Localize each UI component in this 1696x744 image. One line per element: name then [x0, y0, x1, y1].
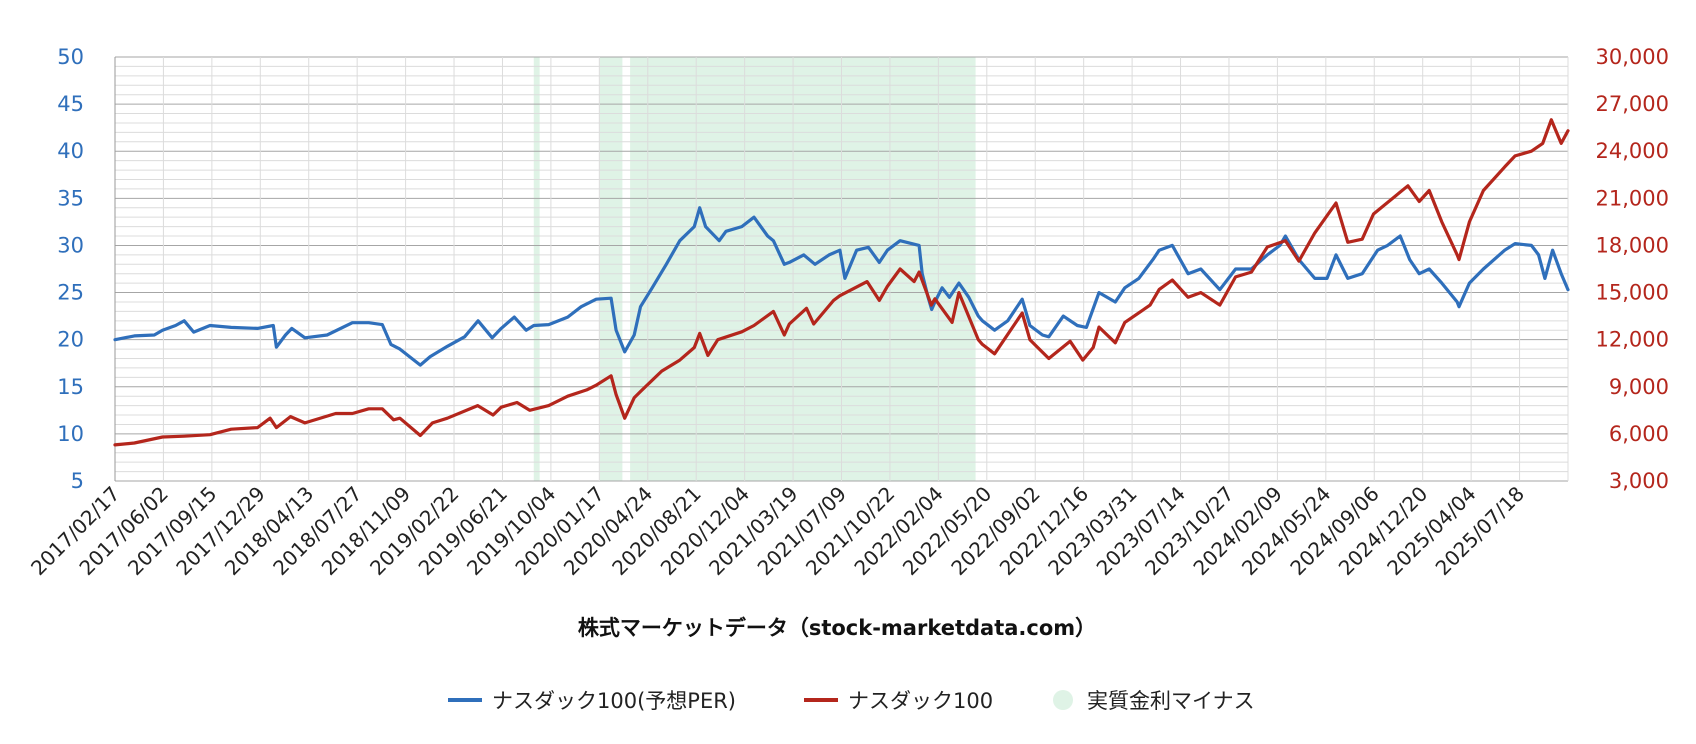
y-right-tick-label: 6,000 — [1609, 422, 1669, 446]
series-line-index — [113, 118, 1570, 447]
y-left-tick-label: 5 — [71, 469, 84, 493]
y-right-tick-label: 24,000 — [1596, 139, 1669, 163]
y-left-tick-label: 35 — [57, 186, 84, 210]
series-layer — [113, 118, 1570, 447]
x-axis: 2017/02/172017/06/022017/09/152017/12/29… — [26, 482, 1529, 580]
y-left-tick-label: 10 — [57, 422, 84, 446]
legend-label-index: ナスダック100 — [848, 689, 993, 713]
y-right-tick-label: 9,000 — [1609, 375, 1669, 399]
gridlines — [114, 56, 1569, 482]
y-left-tick-label: 30 — [57, 233, 84, 257]
y-right-tick-label: 15,000 — [1596, 281, 1669, 305]
y-left-tick-label: 50 — [57, 45, 84, 69]
y-right-tick-label: 30,000 — [1596, 45, 1669, 69]
legend-swatch-shade — [1053, 690, 1073, 710]
y-right-tick-label: 3,000 — [1609, 469, 1669, 493]
y-left-tick-label: 20 — [57, 328, 84, 352]
x-axis-title: 株式マーケットデータ（stock-marketdata.com） — [578, 616, 1096, 640]
shaded-regions — [533, 57, 976, 481]
y-left-tick-label: 40 — [57, 139, 84, 163]
legend-label-per: ナスダック100(予想PER) — [492, 689, 736, 713]
y-right-tick-label: 27,000 — [1596, 92, 1669, 116]
y-left-tick-label: 45 — [57, 92, 84, 116]
y-left-tick-label: 15 — [57, 375, 84, 399]
y-right-tick-label: 21,000 — [1596, 186, 1669, 210]
right-axis: 30,000 27,000 24,000 21,000 18,000 15,000 12,0… — [1596, 45, 1669, 493]
shaded-region-1 — [599, 57, 623, 481]
shaded-region-2 — [630, 57, 976, 481]
shaded-region-0 — [533, 57, 540, 481]
y-right-tick-label: 12,000 — [1596, 328, 1669, 352]
y-left-tick-label: 25 — [57, 281, 84, 305]
series-line-per — [113, 206, 1570, 367]
left-axis: 50 45 40 35 30 25 20 15 10 5 — [57, 45, 84, 493]
legend-label-shade: 実質金利マイナス — [1087, 689, 1255, 713]
y-right-tick-label: 18,000 — [1596, 233, 1669, 257]
legend: ナスダック100(予想PER) ナスダック100 実質金利マイナス — [448, 689, 1255, 713]
